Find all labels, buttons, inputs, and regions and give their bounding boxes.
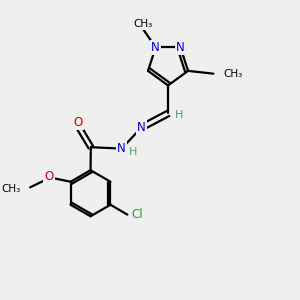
Text: N: N bbox=[137, 121, 146, 134]
Text: H: H bbox=[175, 110, 183, 120]
Text: CH₃: CH₃ bbox=[1, 184, 20, 194]
Text: H: H bbox=[129, 147, 138, 157]
Text: N: N bbox=[151, 41, 160, 54]
Text: CH₃: CH₃ bbox=[134, 19, 153, 29]
Text: CH₃: CH₃ bbox=[223, 69, 242, 79]
Text: O: O bbox=[74, 116, 83, 129]
Text: N: N bbox=[117, 142, 126, 155]
Text: O: O bbox=[44, 170, 54, 184]
Text: N: N bbox=[176, 41, 185, 54]
Text: Cl: Cl bbox=[131, 208, 143, 221]
